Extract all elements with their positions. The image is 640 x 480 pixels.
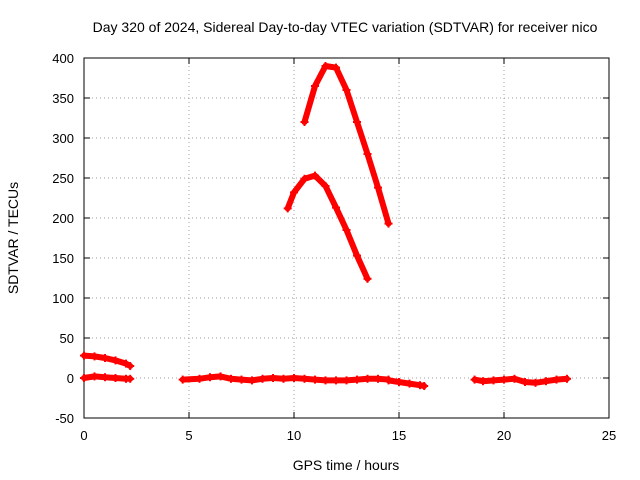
data-point xyxy=(542,377,550,386)
data-point xyxy=(353,251,361,260)
x-tick-label: 5 xyxy=(185,428,192,443)
data-point xyxy=(126,362,135,370)
chart-title: Day 320 of 2024, Sidereal Day-to-day VTE… xyxy=(93,19,598,35)
data-point xyxy=(552,375,561,384)
data-point xyxy=(332,63,340,72)
data-point xyxy=(300,118,309,126)
y-axis-label: SDTVAR / TECUs xyxy=(5,182,21,294)
data-point xyxy=(80,351,88,360)
data-point xyxy=(90,372,99,381)
data-point xyxy=(178,375,187,384)
data-point xyxy=(363,150,372,158)
y-tick-label: 100 xyxy=(52,291,74,306)
data-point xyxy=(216,372,225,381)
data-point xyxy=(237,375,246,384)
data-point xyxy=(405,379,414,388)
data-points xyxy=(80,62,571,390)
data-point xyxy=(374,374,382,383)
data-point xyxy=(111,356,120,365)
data-point xyxy=(510,374,519,383)
series-trace-arc-5 xyxy=(284,172,371,282)
data-point xyxy=(290,188,298,197)
data-point xyxy=(311,375,319,384)
data-point xyxy=(227,374,235,383)
y-tick-label: 400 xyxy=(52,51,74,66)
data-point xyxy=(300,174,309,183)
data-point xyxy=(126,374,135,383)
y-tick-label: 350 xyxy=(52,91,74,106)
y-tick-label: 150 xyxy=(52,251,74,266)
data-point xyxy=(269,374,277,382)
data-point xyxy=(122,359,130,368)
x-tick-label: 10 xyxy=(287,428,301,443)
y-tick-label: 250 xyxy=(52,171,74,186)
plot-frame xyxy=(83,57,610,419)
data-point xyxy=(384,376,393,385)
y-tick-label: 300 xyxy=(52,131,74,146)
series-trace-arc-7 xyxy=(471,375,570,386)
data-point xyxy=(479,377,487,386)
data-point xyxy=(500,375,508,384)
data-point xyxy=(332,376,340,385)
data-point xyxy=(321,376,330,385)
data-point xyxy=(195,374,204,383)
x-tick-label: 20 xyxy=(497,428,511,443)
data-point xyxy=(279,374,288,383)
x-tick-label: 15 xyxy=(392,428,406,443)
data-point xyxy=(489,376,498,385)
y-tick-label: -50 xyxy=(55,411,74,426)
y-tick-label: 0 xyxy=(67,371,74,386)
data-point xyxy=(283,204,292,213)
data-point xyxy=(258,374,267,383)
axis-ticks: 0 5 10 15 20 25 -50 0 50 100 150 200 250 300 350 400 xyxy=(52,51,616,443)
data-point xyxy=(300,374,309,383)
data-point xyxy=(206,373,214,382)
data-point xyxy=(290,374,298,382)
data-point xyxy=(342,226,351,234)
data-point xyxy=(101,354,109,362)
data-point xyxy=(80,374,88,382)
data-point xyxy=(342,86,351,94)
data-point xyxy=(384,219,393,228)
data-point xyxy=(342,376,351,385)
data-point xyxy=(374,183,382,192)
data-point xyxy=(311,82,319,90)
data-point xyxy=(321,62,330,70)
data-point xyxy=(332,203,340,212)
data-point xyxy=(321,182,330,190)
x-tick-label: 0 xyxy=(80,428,87,443)
data-point xyxy=(563,374,571,383)
y-tick-label: 200 xyxy=(52,211,74,226)
data-point xyxy=(353,118,361,126)
data-point xyxy=(111,374,120,382)
x-axis-label: GPS time / hours xyxy=(293,457,400,473)
data-point xyxy=(363,374,372,383)
grid-lines xyxy=(84,58,609,418)
y-tick-label: 50 xyxy=(60,331,74,346)
data-point xyxy=(420,382,429,390)
data-point xyxy=(353,375,361,384)
data-point xyxy=(101,373,109,382)
x-tick-label: 25 xyxy=(602,428,616,443)
data-point xyxy=(363,274,372,283)
data-point xyxy=(531,378,540,387)
data-point xyxy=(521,378,529,386)
data-point xyxy=(90,352,99,361)
data-point xyxy=(395,378,403,386)
data-point xyxy=(248,376,256,385)
data-point xyxy=(470,375,479,384)
data-point xyxy=(311,171,319,180)
